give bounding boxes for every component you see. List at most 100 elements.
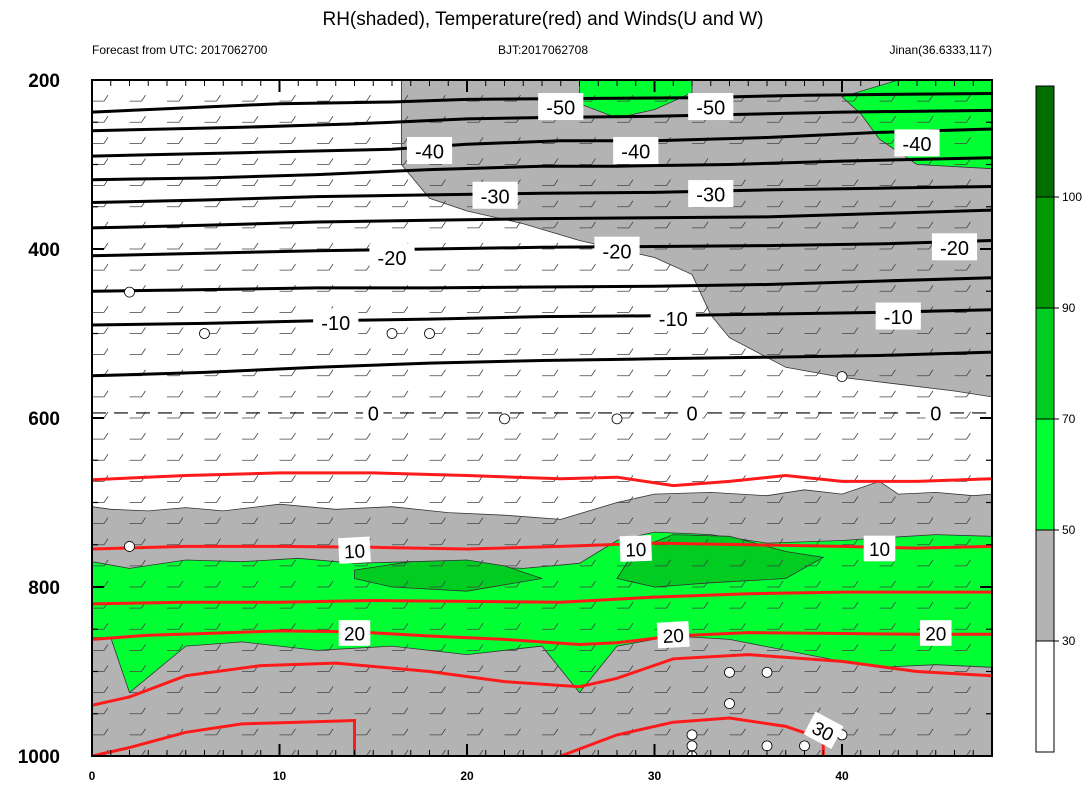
wind-barb-366 [692, 369, 709, 377]
wind-barb-81 [317, 137, 334, 144]
wind-barb-654 [242, 623, 259, 630]
wind-barb-763 [579, 707, 596, 715]
wind-barb-49 [992, 95, 1008, 101]
wind-barb-543 [767, 517, 784, 525]
wind-barb-624 [992, 581, 1008, 587]
wind-barb-617 [729, 580, 746, 588]
wind-barb-552 [167, 538, 184, 546]
wind-barb-786 [504, 728, 521, 736]
wind-barb-318 [767, 327, 784, 334]
upper-contour-label-6: -30 [688, 180, 734, 208]
wind-barb-171 [879, 200, 896, 208]
wind-barb-94 [804, 137, 821, 144]
wind-barb-467 [729, 454, 746, 461]
chart-subtitle-center: BJT:2017062708 [498, 43, 588, 57]
wind-barb-134 [429, 179, 446, 187]
wind-barb-51 [129, 116, 146, 123]
wind-barb-475 [92, 475, 109, 482]
upper-contour-0 [92, 92, 992, 114]
wind-barb-742 [729, 686, 746, 694]
wind-barb-331 [317, 348, 334, 356]
wind-barb-182 [354, 221, 371, 229]
wind-barb-378 [204, 390, 221, 398]
wind-barb-375 [92, 390, 109, 398]
wind-barb-437 [542, 432, 559, 440]
wind-barb-803 [204, 749, 221, 756]
wind-barb-125 [92, 179, 109, 187]
wind-barb-658 [392, 623, 409, 630]
wind-barb-580 [279, 559, 296, 567]
wind-barb-68 [767, 116, 784, 123]
wind-barb-622 [917, 580, 934, 588]
wind-barb-620 [842, 580, 859, 588]
temperature-label-4: 20 [656, 621, 690, 649]
upper-contour-label-bg-6 [688, 180, 734, 208]
wind-barb-236 [504, 263, 521, 271]
upper-contour-label-text-2: -40 [415, 142, 444, 164]
wind-barb-336 [504, 348, 521, 356]
wind-barb-472 [917, 454, 934, 461]
temperature-label-text-3: 20 [344, 625, 365, 646]
wind-barb-797 [917, 728, 934, 736]
wind-barb-807 [354, 749, 371, 756]
wind-barb-282 [354, 306, 371, 313]
wind-barb-405 [279, 411, 296, 419]
wind-barb-725 [92, 686, 109, 694]
upper-contour-label-4: -40 [894, 129, 940, 157]
wind-barb-634 [429, 601, 446, 609]
upper-contour-label-text-9: -20 [940, 238, 969, 260]
wind-barb-516 [692, 496, 709, 503]
wind-barb-785 [467, 728, 484, 736]
temperature-contour-6 [92, 653, 992, 707]
temperature-label-3: 20 [338, 620, 371, 646]
wind-barb-491 [692, 475, 709, 482]
wind-barb-157 [354, 200, 371, 208]
calm-wind-marker-4 [499, 413, 510, 425]
wind-barb-632 [354, 601, 371, 609]
wind-barb-67 [729, 116, 746, 123]
wind-barb-748 [954, 686, 971, 694]
colorbar-swatch-3 [1035, 307, 1055, 420]
wind-barb-603 [204, 580, 221, 588]
wind-barb-671 [879, 623, 896, 630]
wind-barb-779 [242, 728, 259, 736]
wind-barb-609 [429, 580, 446, 588]
wind-barb-328 [204, 348, 221, 356]
wind-barb-813 [579, 749, 596, 756]
temperature-label-1: 10 [619, 535, 652, 562]
upper-contour-label-text-14: 0 [686, 404, 697, 426]
wind-barb-430 [279, 432, 296, 440]
wind-barb-809 [429, 749, 446, 756]
wind-barb-788 [579, 728, 596, 736]
wind-barb-389 [617, 390, 634, 398]
wind-barb-96 [879, 137, 896, 144]
wind-barb-76 [129, 137, 146, 144]
wind-barb-616 [692, 580, 709, 588]
wind-barb-355 [279, 369, 296, 377]
upper-contour-8 [92, 308, 992, 327]
colorbar-label-2: 70 [1062, 412, 1076, 426]
wind-barb-27 [167, 94, 184, 102]
wind-barb-636 [504, 601, 521, 609]
wind-barb-767 [729, 707, 746, 715]
wind-barb-434 [429, 432, 446, 440]
calm-wind-marker-0 [124, 286, 135, 298]
wind-barb-249 [992, 264, 1008, 270]
wind-barb-73 [954, 116, 971, 123]
wind-barb-482 [354, 475, 371, 482]
wind-barb-234 [429, 263, 446, 271]
wind-barb-623 [954, 580, 971, 588]
wind-barb-238 [579, 263, 596, 271]
colorbar-label-0: 30 [1062, 634, 1076, 648]
chart-subtitle-left: Forecast from UTC: 2017062700 [92, 43, 268, 57]
wind-barb-348 [954, 348, 971, 356]
upper-contour-label-bg-14 [681, 398, 703, 426]
colorbar-swatch-4 [1035, 196, 1055, 309]
wind-barb-746 [879, 686, 896, 694]
wind-barb-46 [879, 94, 896, 102]
upper-contour-label-8: -20 [594, 236, 640, 264]
wind-barb-521 [879, 496, 896, 503]
wind-barb-224 [992, 243, 1008, 249]
wind-barb-425 [92, 432, 109, 440]
wind-barb-57 [354, 116, 371, 123]
